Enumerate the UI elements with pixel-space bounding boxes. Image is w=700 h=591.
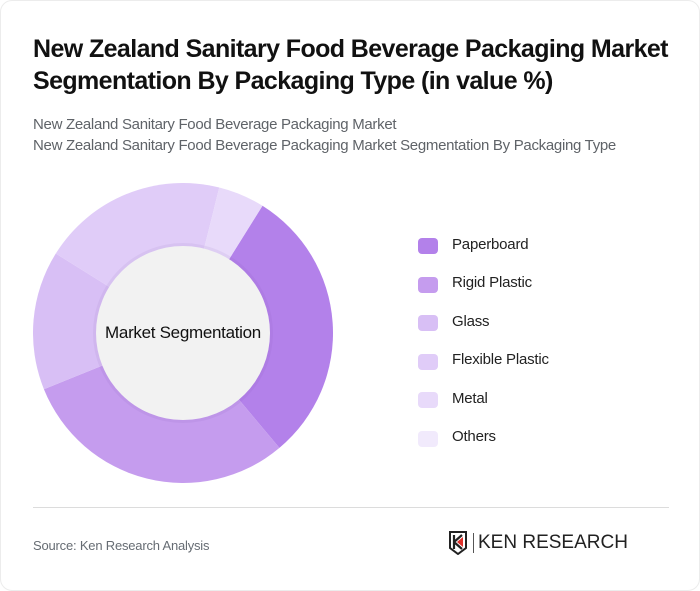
- legend-swatch: [418, 430, 438, 447]
- footer-divider: [33, 507, 669, 508]
- chart-title: New Zealand Sanitary Food Beverage Packa…: [33, 35, 669, 95]
- legend-item-metal[interactable]: Metal: [418, 381, 549, 420]
- donut-hole: [96, 246, 270, 420]
- source-note: Source: Ken Research Analysis: [33, 538, 210, 553]
- legend-swatch: [418, 315, 438, 332]
- logo-separator: [473, 533, 474, 553]
- legend-label: Flexible Plastic: [452, 351, 549, 369]
- donut-svg: [33, 183, 333, 484]
- legend-swatch: [418, 392, 438, 409]
- legend-item-glass[interactable]: Glass: [418, 304, 549, 343]
- legend-swatch: [418, 353, 438, 370]
- legend-label: Others: [452, 428, 496, 446]
- chart-subtitle: New Zealand Sanitary Food Beverage Packa…: [33, 114, 683, 156]
- legend-item-others[interactable]: Others: [418, 420, 549, 459]
- legend-item-paperboard[interactable]: Paperboard: [418, 227, 549, 266]
- ken-logo-shield-icon: [449, 531, 467, 555]
- donut-chart: Market Segmentation: [33, 183, 333, 484]
- legend-label: Rigid Plastic: [452, 274, 532, 292]
- legend-swatch: [418, 238, 438, 255]
- legend-swatch: [418, 276, 438, 293]
- subtitle-line-2: New Zealand Sanitary Food Beverage Packa…: [33, 137, 616, 154]
- legend-label: Metal: [452, 389, 488, 407]
- subtitle-line-1: New Zealand Sanitary Food Beverage Packa…: [33, 116, 397, 133]
- legend-label: Glass: [452, 312, 490, 330]
- legend-item-flexible-plastic[interactable]: Flexible Plastic: [418, 343, 549, 382]
- legend-item-rigid-plastic[interactable]: Rigid Plastic: [418, 266, 549, 305]
- legend-label: Paperboard: [452, 235, 529, 253]
- donut-center-label: Market Segmentation: [105, 323, 261, 342]
- logo-text: KEN RESEARCH: [478, 532, 628, 553]
- chart-legend: Paperboard Rigid Plastic Glass Flexible …: [418, 227, 549, 458]
- ken-research-logo: KEN RESEARCH: [449, 531, 628, 555]
